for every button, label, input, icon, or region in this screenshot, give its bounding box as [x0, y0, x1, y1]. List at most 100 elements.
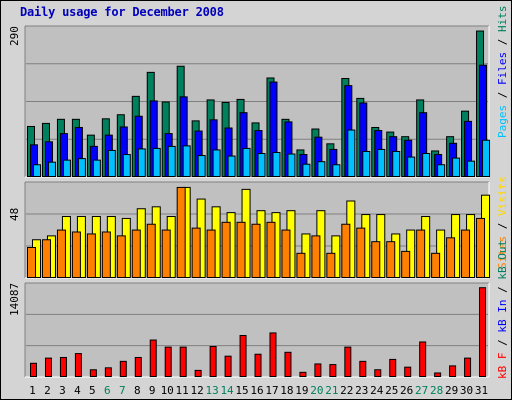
day-tick-label: 16: [250, 384, 263, 397]
day-tick-label: 27: [415, 384, 428, 397]
sites-bar: [431, 252, 441, 278]
sites-bar: [71, 231, 81, 278]
kbf-bar: [164, 346, 172, 377]
sites-bar: [461, 229, 471, 278]
kbf-bar: [329, 364, 337, 378]
kbf-bar: [254, 353, 262, 377]
sites-bar: [341, 223, 351, 278]
pages-bar: [212, 149, 221, 177]
pages-bar: [107, 149, 116, 177]
pages-bar: [257, 153, 266, 177]
sites-bar: [56, 229, 66, 278]
sites-bar: [296, 252, 306, 278]
sites-bar: [221, 221, 231, 278]
day-tick-label: 26: [400, 384, 413, 397]
pages-bar: [422, 153, 431, 177]
kbf-bar: [314, 363, 322, 377]
day-tick-label: 28: [430, 384, 443, 397]
kbf-bar: [134, 356, 142, 378]
pages-bar: [482, 139, 491, 177]
day-tick-label: 2: [44, 384, 51, 397]
sites-bar: [236, 221, 246, 278]
sites-bar: [251, 223, 261, 278]
pages-bar: [302, 163, 311, 177]
sites-bar: [116, 235, 126, 278]
chart-title: Daily usage for December 2008: [20, 5, 224, 19]
kbf-bar: [464, 357, 472, 377]
day-tick-label: 18: [280, 384, 293, 397]
kbf-bar: [269, 332, 277, 378]
sites-bar: [146, 223, 156, 278]
pages-bar: [377, 148, 386, 177]
kbf-bar: [89, 369, 97, 377]
pages-bar: [77, 158, 86, 178]
sites-bar: [101, 231, 111, 278]
sites-bar: [446, 237, 456, 278]
day-tick-label: 3: [59, 384, 66, 397]
pages-bar: [122, 154, 131, 178]
kbf-bar: [179, 346, 187, 377]
day-tick-label: 13: [205, 384, 218, 397]
kbf-bar: [119, 360, 127, 378]
sites-bar: [416, 229, 426, 278]
day-tick-label: 8: [134, 384, 141, 397]
pages-bar: [182, 145, 191, 178]
kbf-bar: [344, 346, 352, 377]
sites-bar: [371, 241, 381, 278]
kbf-bar: [44, 357, 52, 377]
sites-bar: [266, 221, 276, 278]
day-tick-label: 30: [460, 384, 473, 397]
pages-bar: [227, 155, 236, 178]
day-tick-label: 11: [176, 384, 189, 397]
day-tick-label: 29: [445, 384, 458, 397]
pages-bar: [47, 161, 56, 177]
pages-bar: [467, 160, 476, 177]
sites-bar: [311, 235, 321, 278]
kbf-bar: [104, 367, 112, 377]
pages-bar: [242, 147, 251, 177]
pages-bar: [452, 157, 461, 178]
sites-bar: [281, 229, 291, 278]
kbf-bar: [404, 366, 412, 377]
sites-bar: [386, 241, 396, 278]
pages-bar: [62, 159, 71, 177]
kbf-bar: [59, 356, 67, 378]
kbf-bar: [224, 355, 232, 377]
kbf-bar: [299, 371, 307, 378]
day-tick-label: 24: [370, 384, 384, 397]
pages-bar: [437, 164, 446, 177]
sites-bar: [401, 250, 411, 278]
kbf-bar: [374, 369, 382, 377]
day-tick-label: 19: [295, 384, 308, 397]
day-tick-label: 4: [74, 384, 81, 397]
pages-bar: [392, 150, 401, 177]
kbf-bar: [389, 358, 397, 378]
pages-bar: [167, 145, 176, 178]
pages-bar: [92, 159, 101, 177]
day-tick-label: 17: [265, 384, 278, 397]
pages-bar: [152, 147, 161, 177]
kbf-bar: [479, 287, 487, 378]
kbf-bar: [209, 345, 217, 377]
kbf-bar: [30, 362, 37, 378]
kbf-bar: [359, 360, 367, 378]
sites-bar: [27, 247, 36, 278]
sites-bar: [476, 217, 486, 278]
pages-bar: [332, 164, 341, 177]
day-tick-label: 23: [355, 384, 368, 397]
kbf-bar: [194, 369, 202, 378]
kbf-bar: [284, 351, 292, 377]
day-tick-label: 14: [220, 384, 234, 397]
pages-bar: [137, 148, 146, 177]
day-tick-label: 15: [235, 384, 248, 397]
kbf-bar: [74, 353, 82, 378]
pages-bar: [407, 156, 416, 178]
kbf-bar: [419, 341, 427, 378]
day-tick-label: 21: [325, 384, 338, 397]
sites-bar: [131, 229, 141, 278]
pages-bar: [272, 151, 281, 177]
pages-bar: [317, 161, 326, 177]
sites-bar: [161, 229, 171, 278]
